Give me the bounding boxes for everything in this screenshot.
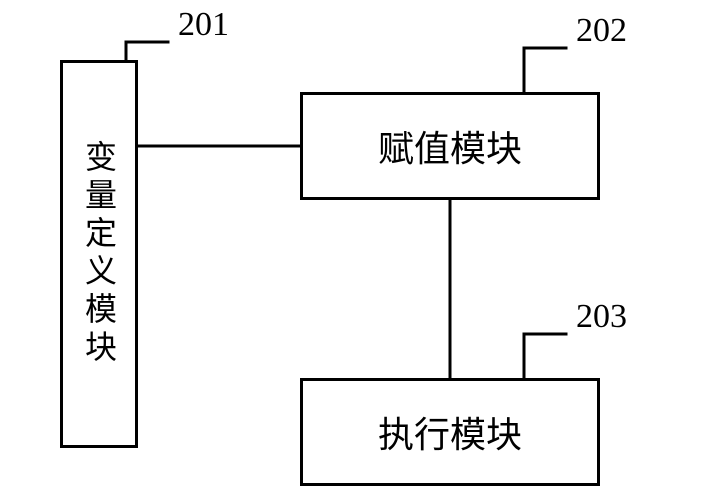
ref-label-n203: 203 bbox=[576, 298, 627, 336]
node-n201: 变量定义模块 bbox=[60, 60, 138, 448]
ref-label-n202: 202 bbox=[576, 12, 627, 50]
node-n203: 执行模块 bbox=[300, 378, 600, 486]
node-label-n201: 变量定义模块 bbox=[76, 140, 122, 368]
node-label-n202: 赋值模块 bbox=[378, 120, 522, 172]
node-n202: 赋值模块 bbox=[300, 92, 600, 200]
node-label-n203: 执行模块 bbox=[378, 406, 522, 458]
ref-label-n201: 201 bbox=[178, 6, 229, 44]
